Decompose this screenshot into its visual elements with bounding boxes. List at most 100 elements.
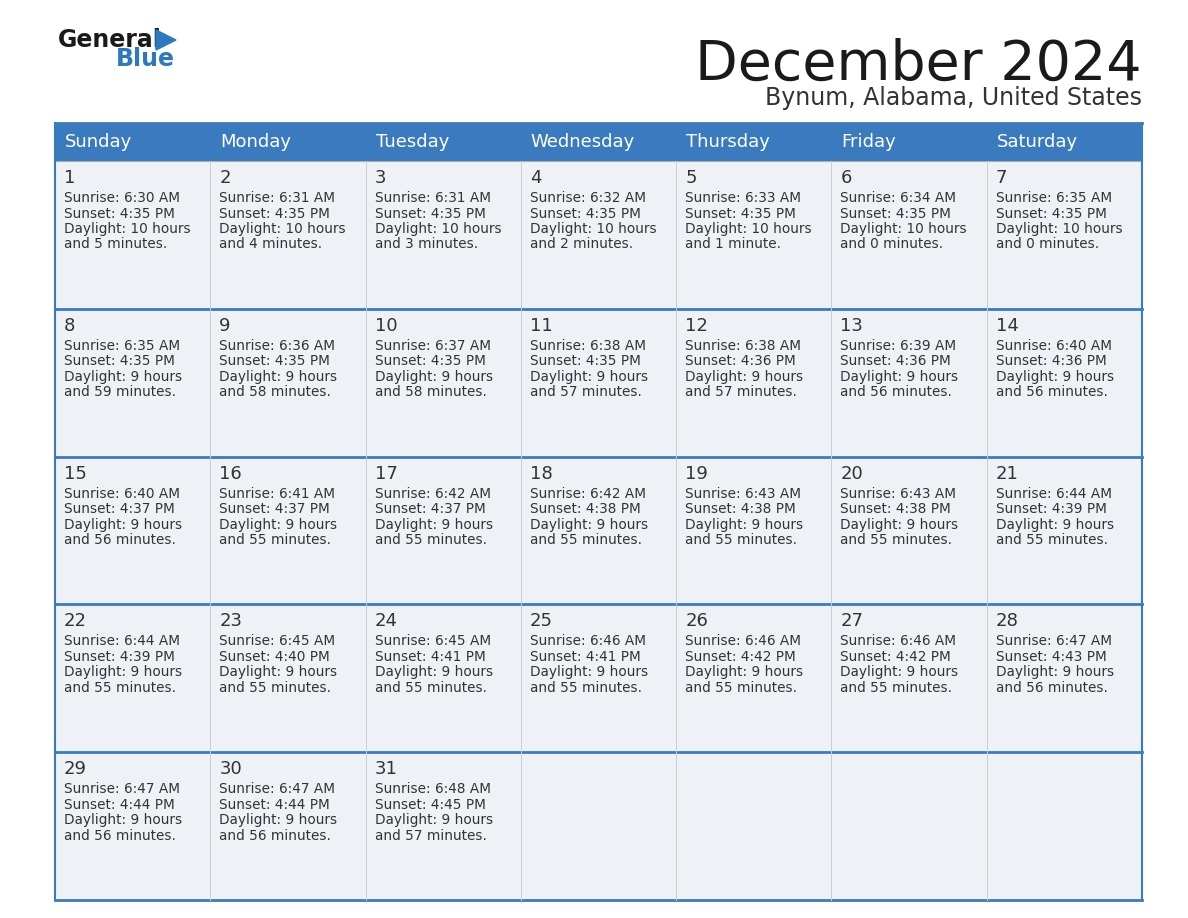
Text: Daylight: 9 hours: Daylight: 9 hours — [530, 370, 647, 384]
Text: Sunset: 4:38 PM: Sunset: 4:38 PM — [530, 502, 640, 516]
Text: 29: 29 — [64, 760, 87, 778]
Text: General: General — [58, 28, 162, 52]
Text: 1: 1 — [64, 169, 75, 187]
Text: 18: 18 — [530, 465, 552, 483]
Text: 26: 26 — [685, 612, 708, 631]
Text: Sunset: 4:38 PM: Sunset: 4:38 PM — [840, 502, 952, 516]
Text: Sunrise: 6:45 AM: Sunrise: 6:45 AM — [220, 634, 335, 648]
Text: and 58 minutes.: and 58 minutes. — [374, 386, 486, 399]
Text: Sunset: 4:40 PM: Sunset: 4:40 PM — [220, 650, 330, 664]
Polygon shape — [156, 30, 176, 50]
Text: Sunset: 4:35 PM: Sunset: 4:35 PM — [996, 207, 1106, 220]
Text: Daylight: 9 hours: Daylight: 9 hours — [996, 666, 1114, 679]
Text: 31: 31 — [374, 760, 398, 778]
Text: Sunrise: 6:36 AM: Sunrise: 6:36 AM — [220, 339, 335, 353]
Text: Sunrise: 6:32 AM: Sunrise: 6:32 AM — [530, 191, 646, 205]
Text: 12: 12 — [685, 317, 708, 335]
Text: Daylight: 9 hours: Daylight: 9 hours — [220, 518, 337, 532]
Text: Sunrise: 6:46 AM: Sunrise: 6:46 AM — [685, 634, 801, 648]
Bar — [55, 161, 1142, 308]
Text: Monday: Monday — [220, 133, 291, 151]
Text: Daylight: 9 hours: Daylight: 9 hours — [840, 518, 959, 532]
Text: Sunset: 4:35 PM: Sunset: 4:35 PM — [374, 354, 486, 368]
Text: 27: 27 — [840, 612, 864, 631]
Text: Sunset: 4:44 PM: Sunset: 4:44 PM — [220, 798, 330, 812]
Text: Sunset: 4:37 PM: Sunset: 4:37 PM — [64, 502, 175, 516]
Bar — [55, 123, 210, 161]
Text: and 4 minutes.: and 4 minutes. — [220, 238, 322, 252]
Text: Sunset: 4:36 PM: Sunset: 4:36 PM — [996, 354, 1106, 368]
Text: Sunrise: 6:33 AM: Sunrise: 6:33 AM — [685, 191, 801, 205]
Text: 23: 23 — [220, 612, 242, 631]
Text: 14: 14 — [996, 317, 1018, 335]
Text: Daylight: 9 hours: Daylight: 9 hours — [996, 518, 1114, 532]
Text: Sunset: 4:37 PM: Sunset: 4:37 PM — [374, 502, 486, 516]
Text: and 59 minutes.: and 59 minutes. — [64, 386, 176, 399]
Text: Friday: Friday — [841, 133, 896, 151]
Text: Sunset: 4:42 PM: Sunset: 4:42 PM — [685, 650, 796, 664]
Text: 8: 8 — [64, 317, 75, 335]
Text: Daylight: 9 hours: Daylight: 9 hours — [840, 370, 959, 384]
Text: and 55 minutes.: and 55 minutes. — [530, 533, 642, 547]
Text: 16: 16 — [220, 465, 242, 483]
Text: and 56 minutes.: and 56 minutes. — [64, 829, 176, 843]
Text: 19: 19 — [685, 465, 708, 483]
Text: Sunday: Sunday — [65, 133, 132, 151]
Bar — [55, 604, 1142, 752]
Text: Sunrise: 6:38 AM: Sunrise: 6:38 AM — [530, 339, 646, 353]
Bar — [987, 123, 1142, 161]
Text: Daylight: 9 hours: Daylight: 9 hours — [685, 370, 803, 384]
Text: Sunset: 4:35 PM: Sunset: 4:35 PM — [374, 207, 486, 220]
Text: Daylight: 9 hours: Daylight: 9 hours — [64, 370, 182, 384]
Text: Saturday: Saturday — [997, 133, 1078, 151]
Text: and 55 minutes.: and 55 minutes. — [840, 533, 953, 547]
Text: Sunset: 4:35 PM: Sunset: 4:35 PM — [685, 207, 796, 220]
Text: Daylight: 9 hours: Daylight: 9 hours — [220, 813, 337, 827]
Text: and 2 minutes.: and 2 minutes. — [530, 238, 633, 252]
Text: and 3 minutes.: and 3 minutes. — [374, 238, 478, 252]
Text: Bynum, Alabama, United States: Bynum, Alabama, United States — [765, 86, 1142, 110]
Text: Sunset: 4:35 PM: Sunset: 4:35 PM — [530, 207, 640, 220]
Text: Daylight: 9 hours: Daylight: 9 hours — [530, 666, 647, 679]
Text: Sunrise: 6:42 AM: Sunrise: 6:42 AM — [374, 487, 491, 500]
Text: and 55 minutes.: and 55 minutes. — [996, 533, 1107, 547]
Text: Daylight: 10 hours: Daylight: 10 hours — [685, 222, 811, 236]
Text: and 55 minutes.: and 55 minutes. — [530, 681, 642, 695]
Text: and 57 minutes.: and 57 minutes. — [685, 386, 797, 399]
Text: Sunrise: 6:34 AM: Sunrise: 6:34 AM — [840, 191, 956, 205]
Bar — [832, 123, 987, 161]
Text: Thursday: Thursday — [687, 133, 770, 151]
Bar — [55, 752, 1142, 900]
Text: Daylight: 10 hours: Daylight: 10 hours — [220, 222, 346, 236]
Text: and 55 minutes.: and 55 minutes. — [685, 681, 797, 695]
Text: Sunrise: 6:37 AM: Sunrise: 6:37 AM — [374, 339, 491, 353]
Text: Daylight: 9 hours: Daylight: 9 hours — [220, 370, 337, 384]
Text: and 56 minutes.: and 56 minutes. — [64, 533, 176, 547]
Text: Daylight: 9 hours: Daylight: 9 hours — [685, 518, 803, 532]
Text: 20: 20 — [840, 465, 864, 483]
Text: 21: 21 — [996, 465, 1018, 483]
Text: Daylight: 10 hours: Daylight: 10 hours — [64, 222, 190, 236]
Text: and 55 minutes.: and 55 minutes. — [374, 533, 487, 547]
Text: 22: 22 — [64, 612, 87, 631]
Text: and 55 minutes.: and 55 minutes. — [685, 533, 797, 547]
Bar — [366, 123, 520, 161]
Text: Sunrise: 6:44 AM: Sunrise: 6:44 AM — [996, 487, 1112, 500]
Text: and 1 minute.: and 1 minute. — [685, 238, 782, 252]
Text: Wednesday: Wednesday — [531, 133, 636, 151]
Text: 9: 9 — [220, 317, 230, 335]
Text: Daylight: 9 hours: Daylight: 9 hours — [374, 518, 493, 532]
Text: Sunrise: 6:44 AM: Sunrise: 6:44 AM — [64, 634, 181, 648]
Text: and 55 minutes.: and 55 minutes. — [374, 681, 487, 695]
Text: Sunset: 4:37 PM: Sunset: 4:37 PM — [220, 502, 330, 516]
Text: Sunset: 4:38 PM: Sunset: 4:38 PM — [685, 502, 796, 516]
Text: Sunrise: 6:45 AM: Sunrise: 6:45 AM — [374, 634, 491, 648]
Text: and 55 minutes.: and 55 minutes. — [220, 533, 331, 547]
Text: Sunrise: 6:31 AM: Sunrise: 6:31 AM — [374, 191, 491, 205]
Text: and 56 minutes.: and 56 minutes. — [220, 829, 331, 843]
Text: Sunset: 4:45 PM: Sunset: 4:45 PM — [374, 798, 486, 812]
Text: 7: 7 — [996, 169, 1007, 187]
Text: Daylight: 9 hours: Daylight: 9 hours — [374, 666, 493, 679]
Text: Sunrise: 6:38 AM: Sunrise: 6:38 AM — [685, 339, 801, 353]
Text: 11: 11 — [530, 317, 552, 335]
